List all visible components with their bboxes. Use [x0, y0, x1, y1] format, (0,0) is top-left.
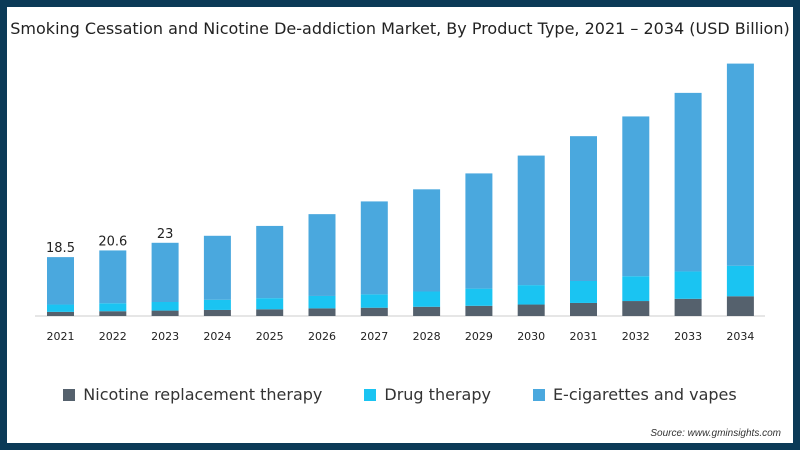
bar-drug-2031 — [570, 280, 597, 303]
data-label-2023: 23 — [157, 227, 174, 242]
bar-drug-2032 — [622, 276, 650, 302]
x-tick-label-2027: 2027 — [360, 330, 388, 343]
legend-item-nrt: Nicotine replacement therapy — [63, 385, 322, 404]
bar-ecig-2024 — [203, 235, 231, 300]
legend-label-ecig: E-cigarettes and vapes — [552, 385, 737, 404]
bar-chart: 2021 18.5 2022 20.6 2023 23 2024 2025 2026 2027 20… — [35, 63, 765, 343]
bar-ecig-2033 — [674, 92, 702, 272]
x-tick-label-2031: 2031 — [570, 330, 598, 343]
x-tick-label-2024: 2024 — [203, 330, 231, 343]
bar-ecig-2030 — [517, 155, 545, 286]
bar-nrt-2034 — [726, 296, 754, 316]
bar-nrt-2026 — [308, 308, 336, 316]
legend-swatch-nrt — [63, 388, 76, 401]
bar-drug-2034 — [726, 265, 754, 297]
x-tick-label-2034: 2034 — [726, 330, 754, 343]
bar-nrt-2025 — [256, 309, 284, 316]
x-tick-label-2025: 2025 — [256, 330, 284, 343]
bar-nrt-2032 — [622, 301, 650, 316]
x-tick-label-2029: 2029 — [465, 330, 493, 343]
bar-ecig-2027 — [360, 201, 388, 295]
x-tick-label-2032: 2032 — [622, 330, 650, 343]
bar-ecig-2022 — [99, 250, 127, 304]
bar-ecig-2034 — [726, 63, 754, 266]
bar-drug-2028 — [413, 291, 441, 307]
chart-frame: Smoking Cessation and Nicotine De-addict… — [7, 7, 793, 443]
source-note: Source: www.gminsights.com — [650, 428, 781, 439]
bar-nrt-2029 — [465, 305, 493, 316]
x-tick-label-2030: 2030 — [517, 330, 545, 343]
bar-ecig-2021 — [47, 257, 74, 305]
bar-drug-2025 — [256, 298, 284, 310]
bar-ecig-2023 — [151, 242, 179, 302]
bar-nrt-2028 — [413, 306, 441, 316]
bar-nrt-2027 — [360, 307, 388, 316]
bar-ecig-2025 — [256, 225, 284, 299]
data-label-2021: 18.5 — [46, 241, 75, 256]
chart-legend: Nicotine replacement therapy Drug therap… — [7, 385, 793, 404]
x-tick-label-2026: 2026 — [308, 330, 336, 343]
bar-drug-2027 — [360, 294, 388, 308]
legend-item-drug: Drug therapy — [364, 385, 491, 404]
bar-drug-2029 — [465, 288, 493, 306]
legend-swatch-ecig — [532, 388, 545, 401]
bar-nrt-2023 — [151, 310, 179, 316]
bar-drug-2023 — [151, 301, 179, 311]
bar-ecig-2026 — [308, 214, 336, 296]
bar-nrt-2021 — [47, 311, 74, 316]
bar-drug-2022 — [99, 303, 127, 312]
bar-drug-2026 — [308, 295, 336, 309]
bar-drug-2024 — [203, 299, 231, 310]
legend-label-nrt: Nicotine replacement therapy — [83, 385, 323, 404]
bar-drug-2033 — [674, 271, 702, 299]
x-tick-label-2023: 2023 — [151, 330, 179, 343]
bar-drug-2030 — [517, 285, 545, 305]
bar-nrt-2030 — [517, 304, 545, 316]
bar-nrt-2033 — [674, 298, 702, 316]
bar-drug-2021 — [47, 304, 74, 312]
bar-ecig-2028 — [413, 189, 441, 292]
chart-title: Smoking Cessation and Nicotine De-addict… — [10, 19, 790, 38]
x-tick-label-2033: 2033 — [674, 330, 702, 343]
x-tick-label-2022: 2022 — [99, 330, 127, 343]
bar-ecig-2031 — [570, 136, 597, 281]
data-label-2022: 20.6 — [98, 234, 127, 249]
legend-item-ecig: E-cigarettes and vapes — [532, 385, 737, 404]
legend-label-drug: Drug therapy — [384, 385, 491, 404]
x-tick-label-2021: 2021 — [47, 330, 75, 343]
x-tick-label-2028: 2028 — [413, 330, 441, 343]
bar-nrt-2024 — [203, 309, 231, 316]
legend-swatch-drug — [364, 388, 377, 401]
bar-ecig-2032 — [622, 116, 650, 277]
bar-ecig-2029 — [465, 173, 493, 289]
bar-nrt-2022 — [99, 311, 127, 316]
bar-nrt-2031 — [570, 302, 597, 316]
